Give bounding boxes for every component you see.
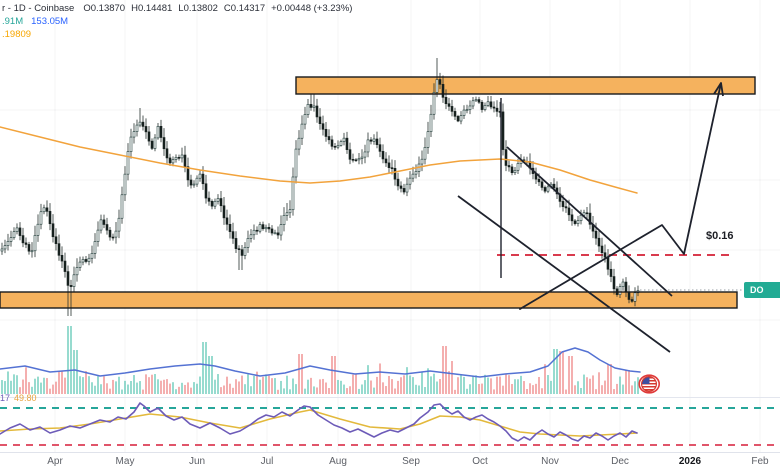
target-price-label: $0.16	[706, 230, 734, 242]
volume-ma-line	[0, 347, 641, 378]
ohlc-change: +0.00448 (+3.23%)	[271, 3, 353, 14]
supply-demand-zones	[0, 77, 755, 308]
us-flag-event-icon[interactable]	[637, 372, 662, 396]
oscillator-value: 17	[0, 393, 11, 403]
ohlc-low: L0.13802	[178, 3, 218, 14]
x-axis-label: May	[115, 456, 135, 467]
current-price-label: DO	[744, 282, 780, 298]
ohlc-close: C0.14317	[223, 3, 266, 14]
oscillator-pane	[0, 402, 780, 446]
candlestick-series	[0, 58, 640, 316]
time-axis[interactable]: Apr May Jun Jul Aug Sep Oct Nov Dec 2026 Feb	[0, 452, 780, 470]
x-axis-label: 2026	[678, 456, 702, 467]
support-zone	[0, 292, 737, 308]
grid-lines	[0, 0, 780, 452]
x-axis-label: Jul	[260, 456, 274, 467]
x-axis-label: Oct	[472, 456, 488, 467]
ohlc-high: H0.14481	[131, 3, 173, 14]
x-axis-label: Jun	[188, 456, 206, 467]
oscillator-ma-value: 49.80	[14, 393, 37, 403]
price-ma-line	[0, 126, 638, 194]
x-axis-label: Aug	[329, 456, 347, 467]
x-axis-label: Feb	[751, 456, 769, 467]
x-axis-label: Apr	[47, 456, 63, 467]
ohlc-open: O0.13870	[83, 3, 126, 14]
volume-value: .91M	[2, 16, 24, 27]
x-axis-label: Nov	[541, 456, 559, 467]
us-flag-glyph	[641, 376, 657, 392]
symbol-title: r - 1D - Coinbase	[2, 3, 75, 14]
oscillator-legend: 17 49.80	[0, 393, 37, 403]
zone-borders	[0, 76, 756, 309]
ma-legend: .19809	[2, 29, 37, 40]
resistance-zone	[296, 77, 755, 94]
x-axis-label: Dec	[611, 456, 629, 467]
ma-value: .19809	[2, 29, 32, 40]
x-axis-label: Sep	[402, 456, 420, 467]
symbol-legend: r - 1D - Coinbase O0.13870 H0.14481 L0.1380…	[2, 3, 358, 14]
volume-ma-value: 153.05M	[31, 16, 69, 27]
volume-series	[1, 326, 639, 394]
trend-annotations	[457, 82, 724, 353]
volume-legend: .91M 153.05M	[2, 16, 74, 27]
